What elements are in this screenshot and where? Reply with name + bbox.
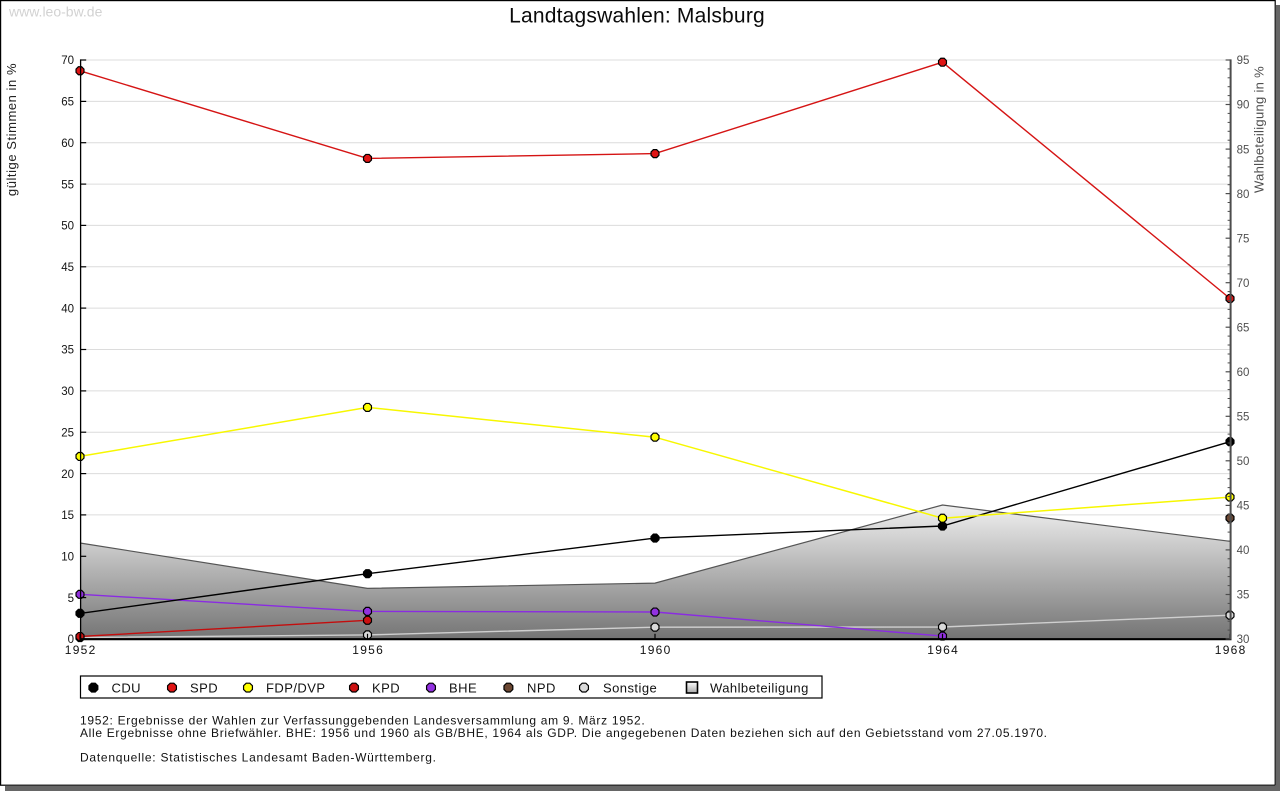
svg-text:55: 55 bbox=[61, 179, 74, 191]
svg-text:FDP/DVP: FDP/DVP bbox=[266, 680, 326, 695]
svg-text:1956: 1956 bbox=[352, 643, 384, 657]
svg-text:Landtagswahlen: Malsburg: Landtagswahlen: Malsburg bbox=[509, 4, 765, 27]
svg-text:BHE: BHE bbox=[449, 680, 477, 695]
svg-text:1964: 1964 bbox=[927, 643, 959, 657]
svg-text:65: 65 bbox=[1237, 322, 1250, 334]
svg-text:70: 70 bbox=[61, 55, 74, 67]
svg-text:30: 30 bbox=[61, 386, 74, 398]
svg-text:1968: 1968 bbox=[1215, 643, 1247, 657]
svg-text:15: 15 bbox=[61, 510, 74, 522]
svg-text:35: 35 bbox=[61, 345, 74, 357]
svg-text:50: 50 bbox=[61, 221, 74, 233]
svg-text:75: 75 bbox=[1237, 233, 1250, 245]
svg-text:CDU: CDU bbox=[112, 680, 142, 695]
svg-text:25: 25 bbox=[61, 427, 74, 439]
svg-text:30: 30 bbox=[1237, 634, 1250, 646]
svg-text:20: 20 bbox=[61, 469, 74, 481]
svg-text:Sonstige: Sonstige bbox=[603, 680, 657, 695]
svg-text:35: 35 bbox=[1237, 590, 1250, 602]
svg-text:50: 50 bbox=[1237, 456, 1250, 468]
svg-text:95: 95 bbox=[1237, 55, 1250, 67]
svg-text:www.leo-bw.de: www.leo-bw.de bbox=[8, 4, 103, 20]
svg-text:1960: 1960 bbox=[640, 643, 672, 657]
svg-text:KPD: KPD bbox=[372, 680, 400, 695]
svg-text:1952: Ergebnisse der Wahlen zu: 1952: Ergebnisse der Wahlen zur Verfassu… bbox=[80, 714, 645, 728]
svg-text:60: 60 bbox=[1237, 367, 1250, 379]
svg-text:Wahlbeteiligung: Wahlbeteiligung bbox=[710, 680, 809, 695]
svg-text:55: 55 bbox=[1237, 412, 1250, 424]
svg-text:85: 85 bbox=[1237, 144, 1250, 156]
svg-text:90: 90 bbox=[1237, 100, 1250, 112]
svg-text:45: 45 bbox=[1237, 501, 1250, 513]
svg-text:40: 40 bbox=[1237, 545, 1250, 557]
svg-text:0: 0 bbox=[68, 634, 74, 646]
svg-text:70: 70 bbox=[1237, 278, 1250, 290]
svg-text:60: 60 bbox=[61, 138, 74, 150]
svg-text:Wahlbeteiligung in %: Wahlbeteiligung in % bbox=[1252, 66, 1267, 193]
svg-text:1952: 1952 bbox=[65, 643, 97, 657]
svg-text:SPD: SPD bbox=[190, 680, 218, 695]
svg-text:Datenquelle: Statistisches Lan: Datenquelle: Statistisches Landesamt Bad… bbox=[80, 750, 437, 764]
svg-text:65: 65 bbox=[61, 97, 74, 109]
svg-text:10: 10 bbox=[61, 552, 74, 564]
svg-text:5: 5 bbox=[68, 593, 74, 605]
svg-text:NPD: NPD bbox=[527, 680, 556, 695]
svg-text:Alle Ergebnisse ohne Briefwähl: Alle Ergebnisse ohne Briefwähler. BHE: 1… bbox=[80, 726, 1048, 740]
svg-text:40: 40 bbox=[61, 303, 74, 315]
svg-text:45: 45 bbox=[61, 262, 74, 274]
svg-text:80: 80 bbox=[1237, 189, 1250, 201]
svg-text:gültige Stimmen in %: gültige Stimmen in % bbox=[4, 63, 19, 196]
